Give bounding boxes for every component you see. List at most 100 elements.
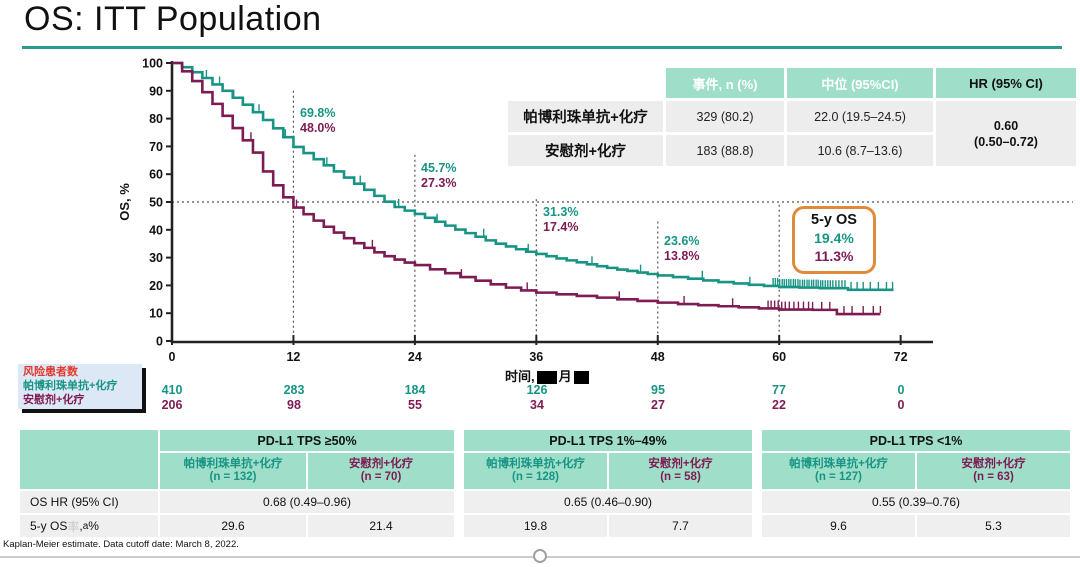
arm-n: (n = 70) bbox=[360, 471, 402, 483]
svg-text:24: 24 bbox=[408, 350, 422, 364]
at-risk-count: 55 bbox=[408, 398, 422, 412]
annotation-placebo-value: 17.4% bbox=[543, 220, 579, 234]
svg-text:10: 10 bbox=[149, 307, 163, 321]
rate-label-cn: 率 bbox=[67, 519, 80, 534]
x-axis-label-text-1: 时间, bbox=[505, 369, 535, 384]
arm-name: 安慰剂+化疗 bbox=[961, 457, 1026, 470]
at-risk-count: 184 bbox=[404, 383, 426, 397]
subgroup-title-tps50: PD-L1 TPS ≥50% bbox=[160, 430, 454, 451]
summary-header-hr: HR (95% CI) bbox=[936, 68, 1076, 98]
redaction-block bbox=[573, 371, 589, 385]
svg-text:OS, %: OS, % bbox=[117, 183, 132, 221]
annotation-pembro-value: 31.3% bbox=[543, 205, 579, 219]
summary-header-events: 事件, n (%) bbox=[666, 68, 784, 98]
hr-value: 0.60 bbox=[993, 118, 1019, 133]
subgroup-arm-pembro-tps-lt1: 帕博利珠单抗+化疗 (n = 127) bbox=[762, 453, 915, 489]
at-risk-arm-placebo-label: 安慰剂+化疗 bbox=[23, 393, 85, 406]
annotation-placebo-value: 48.0% bbox=[300, 121, 336, 135]
subgroup-rate-placebo-tps1-49: 7.7 bbox=[609, 515, 752, 537]
at-risk-count: 77 bbox=[772, 383, 786, 397]
arm-name: 安慰剂+化疗 bbox=[348, 457, 414, 470]
redaction-block bbox=[536, 371, 557, 385]
at-risk-legend-box: 风险患者数 帕博利珠单抗+化疗 安慰剂+化疗 bbox=[18, 364, 142, 410]
at-risk-count: 126 bbox=[526, 383, 548, 397]
km-annotation-36mo: 31.3% 17.4% bbox=[543, 205, 578, 235]
subgroup-hr-tps50: 0.68 (0.49–0.96) bbox=[160, 491, 454, 513]
svg-text:50: 50 bbox=[149, 196, 163, 210]
summary-median-pembro: 22.0 (19.5–24.5) bbox=[787, 101, 933, 132]
summary-events-pembro: 329 (80.2) bbox=[666, 101, 784, 132]
footnote: Kaplan-Meier estimate. Data cutoff date:… bbox=[3, 539, 239, 550]
arm-name: 帕博利珠单抗+化疗 bbox=[789, 457, 888, 470]
five-year-os-title: 5-y OS bbox=[811, 212, 857, 228]
svg-text:70: 70 bbox=[149, 140, 163, 154]
at-risk-count: 22 bbox=[772, 398, 786, 412]
rate-label-pre: 5-y OS bbox=[30, 519, 68, 533]
subgroup-title-tps-lt1: PD-L1 TPS <1% bbox=[762, 430, 1070, 451]
subgroup-rate-pembro-tps1-49: 19.8 bbox=[464, 515, 607, 537]
subgroup-arm-placebo-tps-lt1: 安慰剂+化疗 (n = 63) bbox=[917, 453, 1070, 489]
subgroup-header-empty bbox=[20, 430, 158, 489]
at-risk-count: 0 bbox=[897, 383, 905, 397]
svg-text:80: 80 bbox=[149, 112, 163, 126]
at-risk-title: 风险患者数 bbox=[23, 366, 78, 378]
five-year-os-pembro: 19.4% bbox=[814, 230, 854, 246]
summary-header-median: 中位 (95%CI) bbox=[787, 68, 933, 98]
km-annotation-48mo: 23.6% 13.8% bbox=[664, 234, 699, 264]
subgroup-arm-placebo-tps1-49: 安慰剂+化疗 (n = 58) bbox=[609, 453, 752, 489]
at-risk-arm-pembro-label: 帕博利珠单抗+化疗 bbox=[23, 379, 118, 392]
svg-text:30: 30 bbox=[149, 251, 163, 265]
at-risk-count: 95 bbox=[651, 383, 665, 397]
subgroup-rowlabel-5y-rate: 5-y OS 率,a % bbox=[20, 515, 158, 537]
at-risk-count: 283 bbox=[283, 383, 305, 397]
at-risk-count: 34 bbox=[530, 398, 544, 412]
subgroup-rate-pembro-tps50: 29.6 bbox=[160, 515, 306, 537]
arm-name: 帕博利珠单抗+化疗 bbox=[486, 457, 585, 470]
at-risk-count: 410 bbox=[161, 383, 183, 397]
subgroup-rate-placebo-tps50: 21.4 bbox=[308, 515, 454, 537]
annotation-placebo-value: 13.8% bbox=[664, 249, 700, 263]
five-year-os-placebo: 11.3% bbox=[814, 248, 854, 264]
summary-hr-cell: 0.60 (0.50–0.72) bbox=[936, 101, 1076, 166]
svg-text:60: 60 bbox=[772, 350, 786, 364]
subgroup-table: PD-L1 TPS ≥50% PD-L1 TPS 1%–49% PD-L1 TP… bbox=[20, 430, 1070, 537]
subgroup-hr-tps-lt1: 0.55 (0.39–0.76) bbox=[762, 491, 1070, 513]
summary-row-label-pembro: 帕博利珠单抗+化疗 bbox=[508, 101, 663, 132]
subgroup-rate-placebo-tps-lt1: 5.3 bbox=[917, 515, 1070, 537]
svg-text:0: 0 bbox=[156, 335, 163, 349]
svg-text:90: 90 bbox=[149, 84, 163, 98]
hr-ci: (0.50–0.72) bbox=[974, 134, 1038, 149]
subgroup-rowlabel-hr: OS HR (95% CI) bbox=[20, 491, 158, 513]
arm-n: (n = 132) bbox=[209, 471, 257, 483]
rate-label-post: % bbox=[88, 519, 99, 533]
subgroup-rate-pembro-tps-lt1: 9.6 bbox=[762, 515, 915, 537]
summary-header-empty bbox=[508, 68, 663, 98]
arm-name: 帕博利珠单抗+化疗 bbox=[183, 457, 283, 470]
subgroup-hr-tps1-49: 0.65 (0.46–0.90) bbox=[464, 491, 752, 513]
five-year-os-callout: 5-y OS 19.4% 11.3% bbox=[792, 206, 876, 274]
svg-text:0: 0 bbox=[169, 350, 176, 364]
summary-row-label-placebo: 安慰剂+化疗 bbox=[508, 135, 663, 166]
annotation-pembro-value: 69.8% bbox=[300, 106, 336, 120]
subgroup-arm-pembro-tps1-49: 帕博利珠单抗+化疗 (n = 128) bbox=[464, 453, 607, 489]
svg-text:100: 100 bbox=[142, 57, 163, 71]
arm-n: (n = 58) bbox=[660, 471, 701, 483]
svg-text:20: 20 bbox=[149, 279, 163, 293]
subgroup-arm-pembro-tps50: 帕博利珠单抗+化疗 (n = 132) bbox=[160, 453, 306, 489]
summary-median-placebo: 10.6 (8.7–13.6) bbox=[787, 135, 933, 166]
subgroup-arm-placebo-tps50: 安慰剂+化疗 (n = 70) bbox=[308, 453, 454, 489]
page-title: OS: ITT Population bbox=[24, 0, 322, 38]
rate-label-comma: , bbox=[79, 519, 83, 533]
km-annotation-24mo: 45.7% 27.3% bbox=[421, 161, 456, 191]
title-divider bbox=[22, 46, 1062, 49]
svg-text:72: 72 bbox=[894, 350, 908, 364]
x-axis-label: 时间, 月 bbox=[505, 366, 591, 385]
km-annotation-12mo: 69.8% 48.0% bbox=[300, 106, 335, 136]
at-risk-count: 98 bbox=[287, 398, 301, 412]
svg-text:36: 36 bbox=[529, 350, 543, 364]
comparison-slider-handle[interactable] bbox=[533, 549, 547, 563]
x-axis-label-text-2: 月 bbox=[558, 369, 572, 384]
at-risk-count: 27 bbox=[651, 398, 665, 412]
